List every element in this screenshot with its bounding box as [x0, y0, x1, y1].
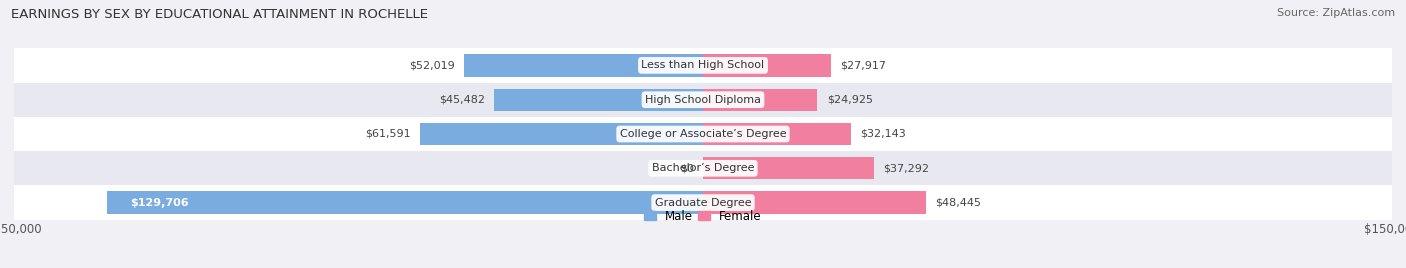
Bar [420, 123, 703, 145]
Text: Less than High School: Less than High School [641, 60, 765, 70]
Bar [703, 88, 817, 111]
Legend: Male, Female: Male, Female [640, 205, 766, 228]
Bar [14, 185, 1392, 220]
Bar [464, 54, 703, 77]
Text: Bachelor’s Degree: Bachelor’s Degree [652, 163, 754, 173]
Bar [703, 123, 851, 145]
Text: $37,292: $37,292 [883, 163, 929, 173]
Bar [14, 83, 1392, 117]
Bar [703, 54, 831, 77]
Text: High School Diploma: High School Diploma [645, 95, 761, 105]
Text: Source: ZipAtlas.com: Source: ZipAtlas.com [1277, 8, 1395, 18]
Text: $45,482: $45,482 [439, 95, 485, 105]
Text: $0: $0 [681, 163, 693, 173]
Text: $32,143: $32,143 [860, 129, 905, 139]
Text: Graduate Degree: Graduate Degree [655, 198, 751, 208]
Text: $61,591: $61,591 [366, 129, 411, 139]
Bar [14, 151, 1392, 185]
Text: $27,917: $27,917 [841, 60, 886, 70]
Bar [494, 88, 703, 111]
Bar [14, 117, 1392, 151]
Text: $24,925: $24,925 [827, 95, 873, 105]
Text: $129,706: $129,706 [131, 198, 188, 208]
Bar [703, 191, 925, 214]
Text: $48,445: $48,445 [935, 198, 981, 208]
Bar [107, 191, 703, 214]
Text: EARNINGS BY SEX BY EDUCATIONAL ATTAINMENT IN ROCHELLE: EARNINGS BY SEX BY EDUCATIONAL ATTAINMEN… [11, 8, 429, 21]
Bar [703, 157, 875, 180]
Text: College or Associate’s Degree: College or Associate’s Degree [620, 129, 786, 139]
Bar [14, 48, 1392, 83]
Text: $52,019: $52,019 [409, 60, 456, 70]
